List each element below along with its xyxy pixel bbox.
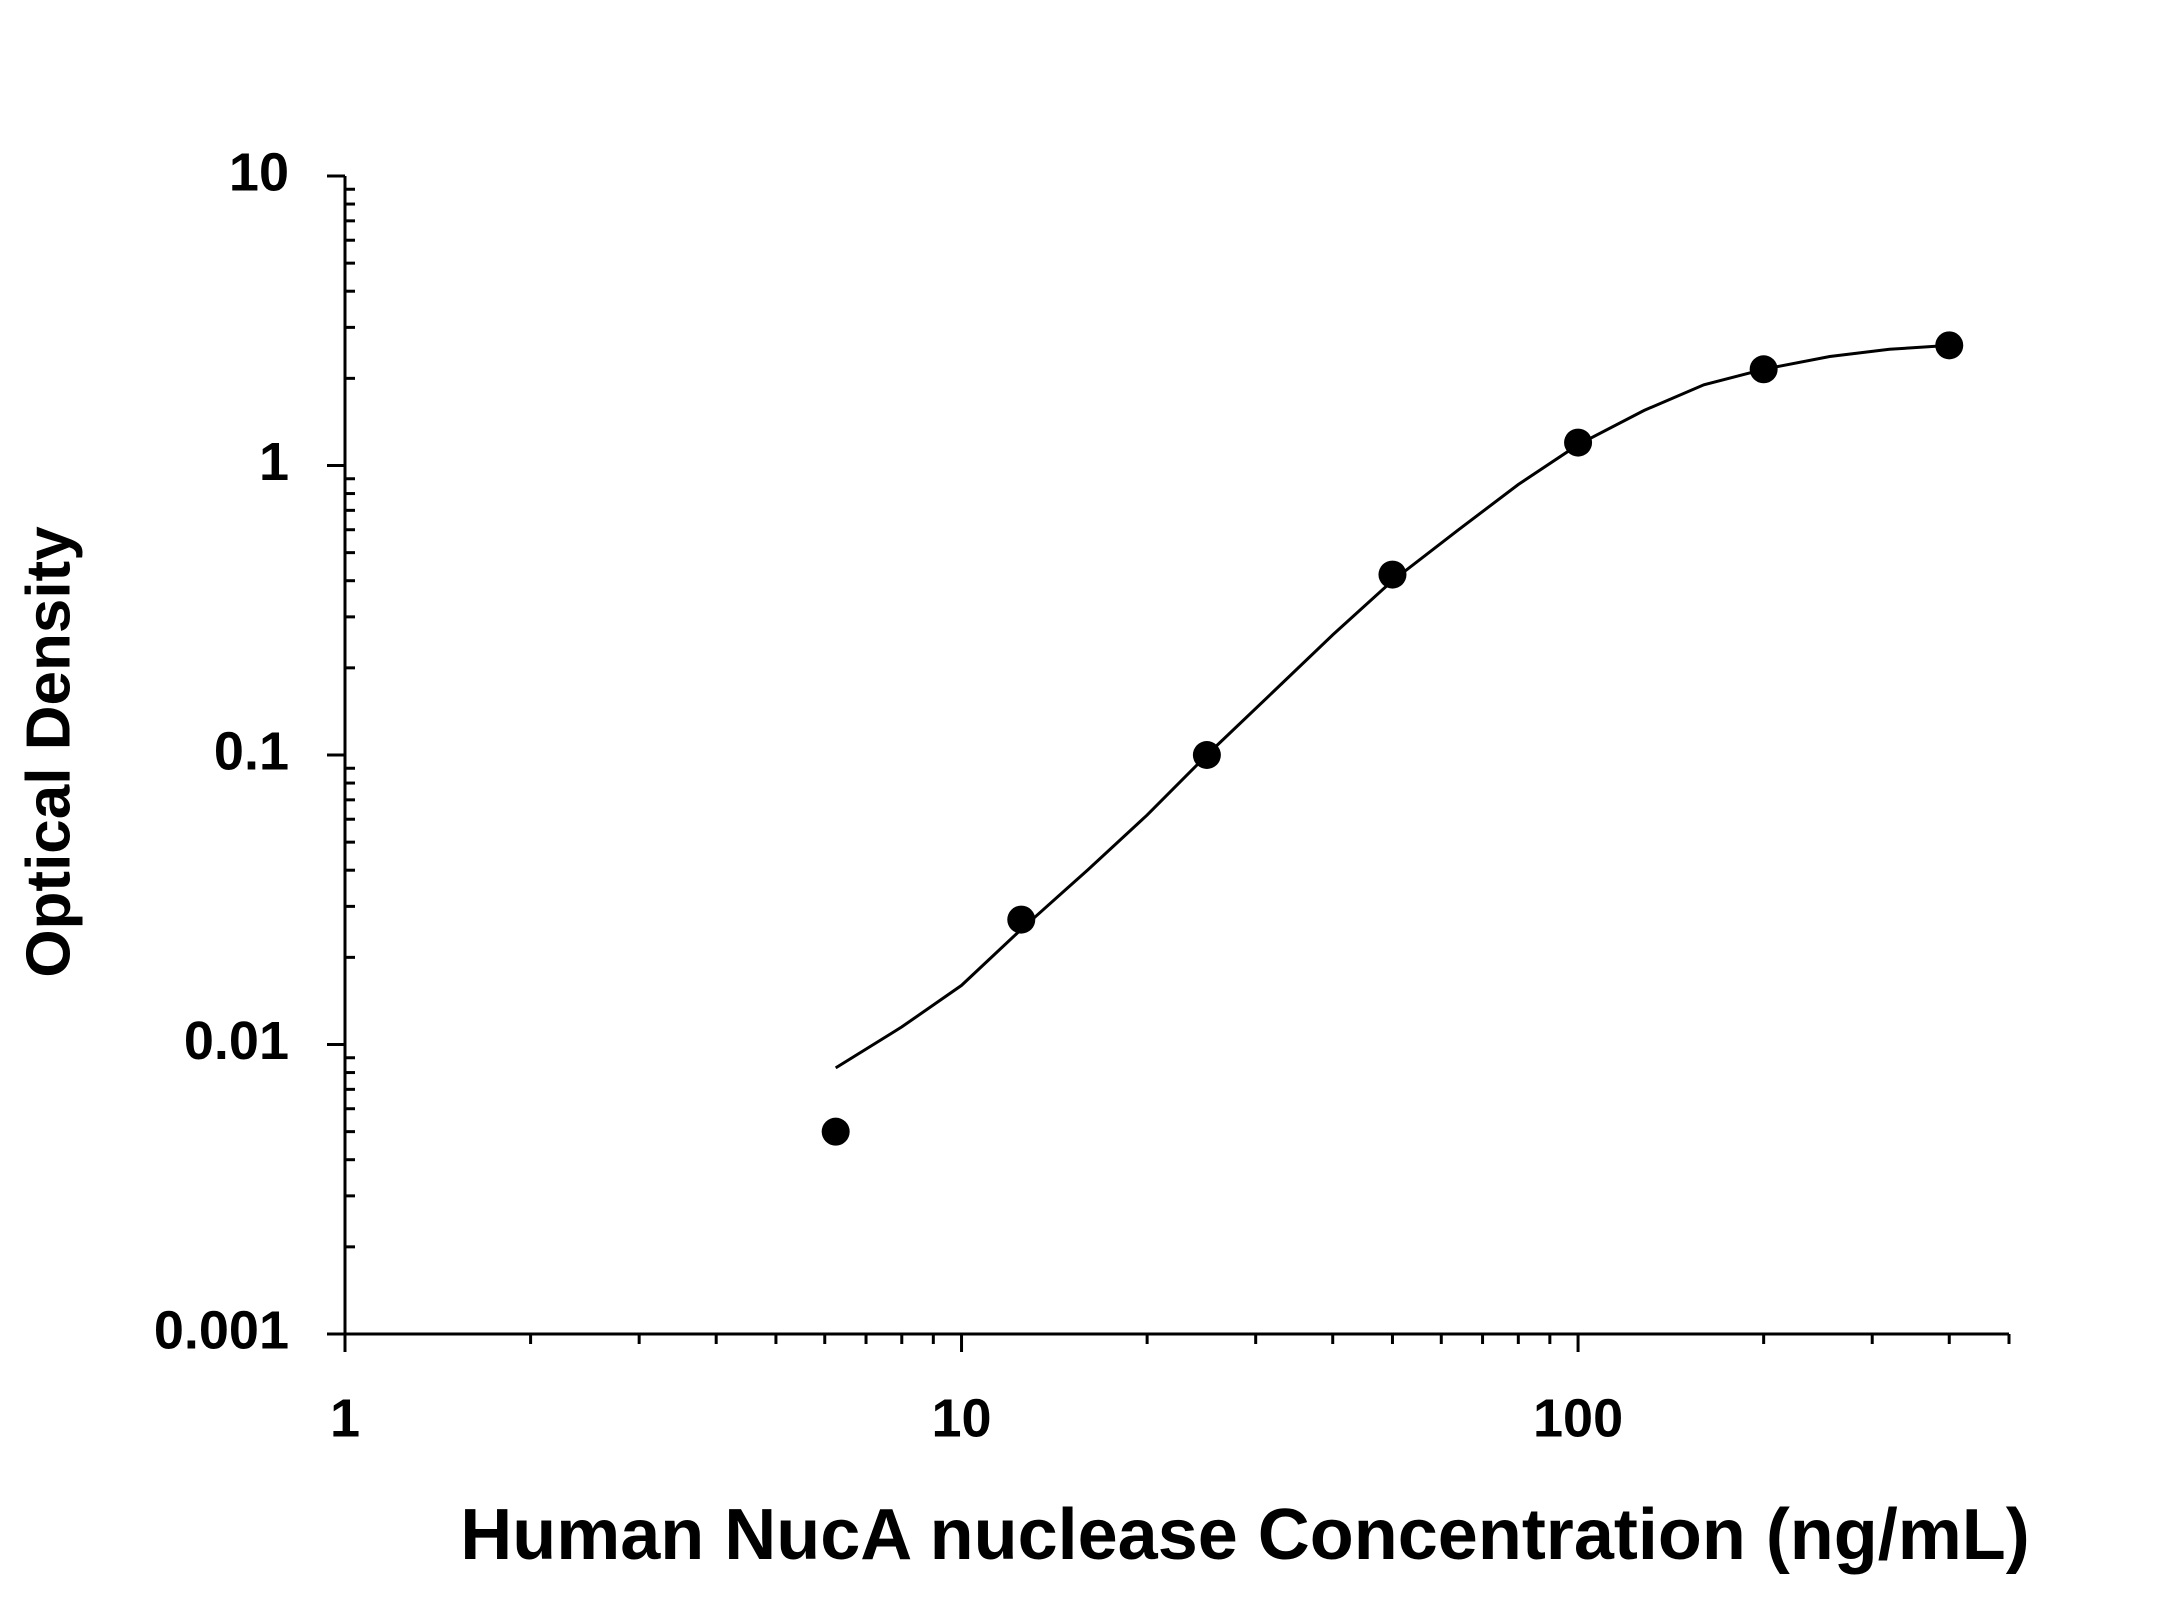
y-tick-label: 10 [229,142,289,202]
y-tick-label: 0.001 [154,1300,289,1360]
x-axis-title: Human NucA nuclease Concentration (ng/mL… [460,1495,2029,1575]
y-tick-label: 1 [259,432,289,492]
y-tick-label: 0.1 [214,721,289,781]
x-tick-label: 100 [1533,1388,1623,1448]
data-point [1192,741,1221,769]
y-tick-label: 0.01 [184,1011,289,1071]
data-point [1749,355,1778,384]
data-point [1007,905,1036,934]
fit-curve [834,343,1950,1070]
data-point [1935,331,1964,360]
data-point [1564,428,1593,457]
y-axis-title: Optical Density [14,526,83,978]
x-tick-label: 1 [330,1388,360,1448]
x-tick-label: 10 [931,1388,991,1448]
data-point [821,1117,850,1146]
data-point [1378,560,1407,589]
